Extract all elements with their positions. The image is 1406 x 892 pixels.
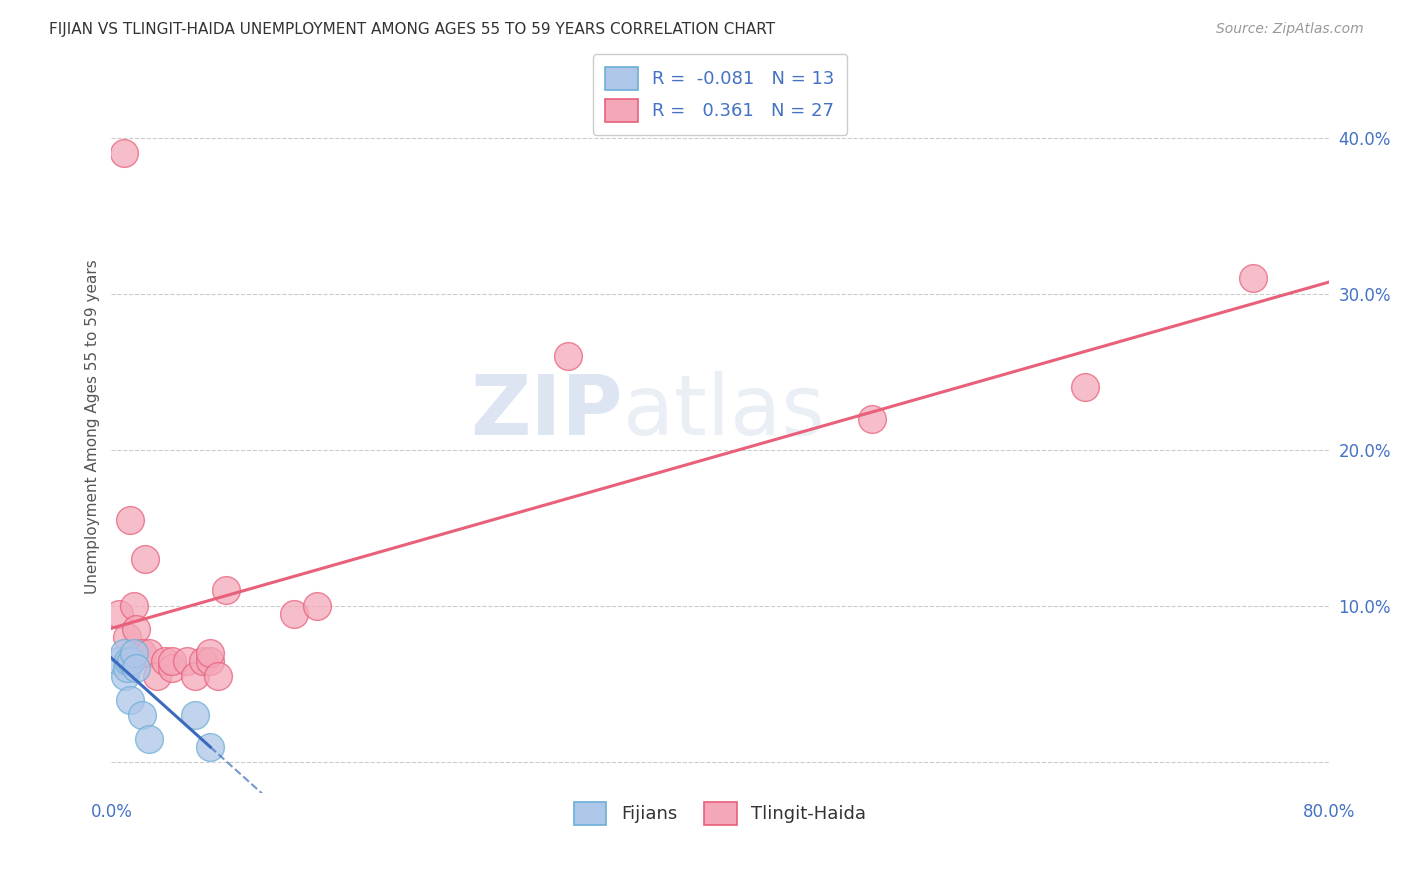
Text: FIJIAN VS TLINGIT-HAIDA UNEMPLOYMENT AMONG AGES 55 TO 59 YEARS CORRELATION CHART: FIJIAN VS TLINGIT-HAIDA UNEMPLOYMENT AMO… (49, 22, 775, 37)
Text: atlas: atlas (623, 371, 824, 452)
Point (115, 630, 138, 644)
Point (112, 146, 135, 161)
Point (200, 654, 222, 668)
Point (207, 669, 229, 683)
Point (114, 669, 136, 683)
Point (117, 654, 139, 668)
Point (125, 623, 148, 637)
Y-axis label: Unemployment Among Ages 55 to 59 years: Unemployment Among Ages 55 to 59 years (86, 259, 100, 594)
Point (1074, 380, 1097, 394)
Point (118, 692, 141, 706)
Point (138, 731, 160, 746)
Point (108, 607, 131, 621)
Point (184, 669, 207, 683)
Point (176, 654, 198, 668)
Text: ZIP: ZIP (470, 371, 623, 452)
Point (1241, 271, 1264, 285)
Point (146, 669, 169, 683)
Point (162, 661, 184, 675)
Point (184, 708, 207, 723)
Point (200, 646, 222, 660)
Point (115, 661, 138, 675)
Text: Source: ZipAtlas.com: Source: ZipAtlas.com (1216, 22, 1364, 37)
Point (131, 708, 153, 723)
Point (108, 654, 131, 668)
Point (162, 654, 184, 668)
Point (122, 646, 145, 660)
Point (200, 739, 222, 754)
Point (860, 411, 883, 425)
Point (131, 646, 153, 660)
Point (153, 654, 176, 668)
Point (283, 607, 305, 621)
Point (112, 646, 135, 660)
Point (134, 552, 156, 566)
Legend: Fijians, Tlingit-Haida: Fijians, Tlingit-Haida (564, 791, 877, 836)
Point (118, 513, 141, 527)
Point (122, 599, 145, 613)
Point (120, 654, 142, 668)
Point (138, 646, 160, 660)
Point (305, 599, 328, 613)
Point (557, 349, 579, 363)
Point (191, 654, 214, 668)
Point (120, 654, 142, 668)
Point (125, 661, 148, 675)
Point (214, 583, 236, 598)
